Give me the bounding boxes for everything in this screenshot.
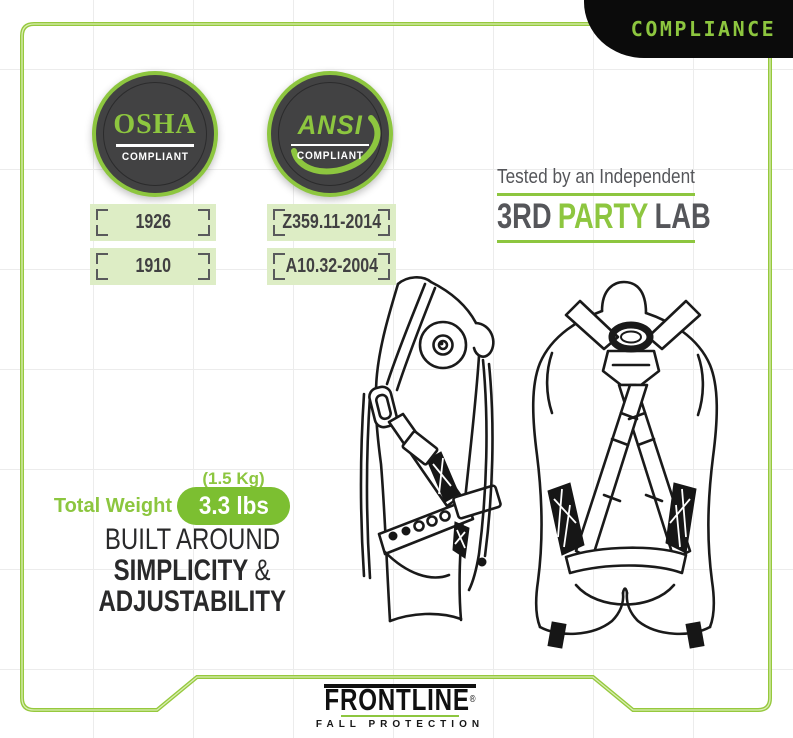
registered-mark: ®: [469, 693, 476, 705]
headline-line3: ADJUSTABILITY: [98, 585, 286, 618]
weight-value-pill: 3.3 lbs: [177, 487, 290, 525]
osha-badge-icon: OSHA COMPLIANT: [92, 71, 218, 197]
osha-badge-status: COMPLIANT: [121, 150, 189, 163]
osha-badge-rule: [116, 144, 194, 147]
corner-bracket: [378, 269, 390, 280]
osha-code-box-1910: 1910: [90, 248, 216, 285]
corner-bracket: [273, 209, 285, 220]
headline-block: BUILT AROUND SIMPLICITY & ADJUSTABILITY: [38, 524, 346, 617]
third-party-lab-block: Tested by an Independent 3RD PARTY LAB: [497, 166, 711, 243]
corner-bracket: [96, 253, 108, 264]
corner-bracket: [273, 225, 285, 236]
corner-bracket: [198, 253, 210, 264]
ansi-badge-status: COMPLIANT: [296, 150, 364, 163]
harness-back-illustration: [518, 275, 748, 650]
corner-bracket: [273, 269, 285, 280]
lab-word-lab: LAB: [654, 197, 711, 236]
headline-ampersand: &: [254, 554, 271, 587]
ansi-swoosh-icon: [291, 115, 381, 175]
osha-code-1926: 1926: [135, 211, 171, 233]
brand-logo-top-bar: [324, 684, 476, 688]
compliance-banner-label: COMPLIANCE: [630, 17, 777, 41]
corner-bracket: [96, 269, 108, 280]
ansi-badge-name: ANSI: [297, 109, 363, 140]
green-rule: [497, 240, 695, 243]
ansi-code-box-z359: Z359.11-2014: [267, 204, 396, 241]
corner-bracket: [378, 253, 390, 264]
brand-green-rule: [341, 714, 459, 717]
corner-bracket: [378, 209, 390, 220]
osha-badge-name: OSHA: [113, 109, 197, 141]
headline-line2: SIMPLICITY &: [113, 554, 271, 587]
corner-bracket: [198, 209, 210, 220]
brand-logo: FRONTLINE® FALL PROTECTION: [292, 681, 508, 731]
headline-line1: BUILT AROUND: [104, 523, 280, 556]
ansi-code-box-a10: A10.32-2004: [267, 248, 396, 285]
weight-value: 3.3 lbs: [198, 491, 269, 520]
corner-bracket: [198, 225, 210, 236]
lab-word-party: PARTY: [557, 197, 649, 236]
lab-intro-text: Tested by an Independent: [497, 166, 695, 188]
corner-bracket: [198, 269, 210, 280]
brand-tagline: FALL PROTECTION: [315, 719, 485, 730]
corner-bracket: [378, 225, 390, 236]
corner-bracket: [96, 209, 108, 220]
weight-metric-label: (1.5 Kg): [202, 469, 265, 488]
lab-word-3rd: 3RD: [497, 197, 552, 236]
green-rule: [497, 193, 695, 196]
lab-headline: 3RD PARTY LAB: [497, 197, 711, 236]
total-weight-label: Total Weight: [53, 495, 172, 517]
ansi-badge-icon: ANSI COMPLIANT: [267, 71, 393, 197]
harness-front-illustration: [355, 272, 505, 632]
corner-bracket: [273, 253, 285, 264]
osha-code-box-1926: 1926: [90, 204, 216, 241]
ansi-code-a10: A10.32-2004: [285, 255, 378, 277]
ansi-badge-rule: [291, 143, 369, 147]
osha-code-1910: 1910: [135, 255, 171, 277]
compliance-banner: COMPLIANCE: [584, 0, 793, 58]
corner-bracket: [96, 225, 108, 236]
brand-name: FRONTLINE®: [324, 681, 476, 717]
ansi-code-z359: Z359.11-2014: [282, 211, 381, 233]
